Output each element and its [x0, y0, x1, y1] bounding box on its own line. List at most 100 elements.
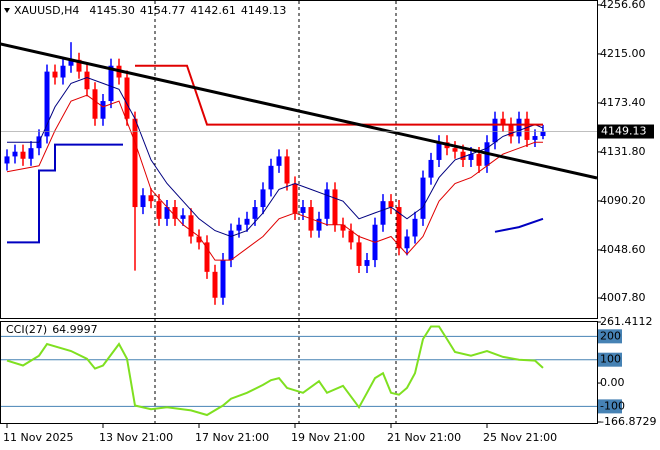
candle-body: [156, 201, 162, 219]
candle-body: [212, 271, 218, 298]
indicator-line: [0, 42, 598, 180]
candle-body: [68, 59, 74, 66]
indicator-line: [6, 94, 543, 261]
candle-body: [164, 207, 170, 219]
last-price-label: 4149.13: [601, 125, 647, 138]
candle-body: [260, 189, 266, 208]
y-tick-label: 4256.60: [600, 0, 646, 11]
candle-body: [228, 230, 234, 261]
y-tick-label: 0.00: [600, 376, 625, 389]
indicator-line: [7, 143, 123, 244]
candle-body: [364, 260, 370, 266]
candle-body: [276, 156, 282, 166]
x-tick-label: 21 Nov 21:00: [387, 431, 461, 444]
candle-body: [132, 118, 138, 208]
candle-body: [28, 148, 34, 159]
x-tick-label: 13 Nov 21:00: [99, 431, 173, 444]
candle-body: [324, 189, 330, 219]
candle-body: [244, 218, 250, 225]
x-tick-label: 11 Nov 2025: [3, 431, 73, 444]
candle-body: [236, 224, 242, 231]
candle-body: [316, 218, 322, 231]
candle-body: [180, 215, 186, 219]
level-label-bg: [598, 352, 622, 367]
y-tick-label: 4173.40: [600, 96, 646, 109]
last-price-bg: [598, 124, 654, 139]
price-panel: [0, 0, 598, 319]
symbol-icon: [4, 8, 10, 13]
low-label: 4142.61: [190, 4, 236, 17]
candle-body: [20, 151, 26, 159]
candle-body: [404, 236, 410, 249]
candle-body: [396, 207, 402, 249]
candle-body: [452, 148, 458, 152]
candle-body: [412, 218, 418, 237]
y-tick-label: 261.4112: [600, 315, 653, 328]
candle-body: [44, 71, 50, 137]
indicator-line: [7, 76, 544, 238]
open-label: 4145.30: [89, 4, 135, 17]
close-label: 4149.13: [241, 4, 287, 17]
candle-body: [332, 189, 338, 225]
candle-body: [508, 124, 514, 137]
candle-body: [420, 177, 426, 219]
candle-body: [268, 165, 274, 190]
candle-body: [84, 71, 90, 90]
cci-line: [6, 325, 544, 417]
x-tick-label: 25 Nov 21:00: [483, 431, 557, 444]
candle-body: [492, 118, 498, 143]
candle-body: [188, 215, 194, 237]
indicator-line: [135, 64, 543, 126]
candle-body: [284, 156, 290, 184]
candle-body: [124, 77, 130, 119]
y-tick-label: -166.8729: [600, 415, 656, 428]
candle-body: [140, 195, 146, 208]
y-tick-label: 4007.80: [600, 291, 646, 304]
candle-body: [340, 224, 346, 231]
candle-body: [220, 260, 226, 298]
high-label: 4154.77: [140, 4, 186, 17]
candle-body: [476, 154, 482, 166]
y-tick-label: 4215.00: [600, 47, 646, 60]
candle-body: [4, 156, 10, 164]
candle-body: [60, 65, 66, 78]
candle-body: [380, 201, 386, 225]
candle-body: [196, 236, 202, 243]
candle-body: [100, 101, 106, 119]
candle-body: [148, 195, 154, 202]
candle-body: [516, 118, 522, 137]
cci-header: CCI(27) 64.9997: [6, 323, 98, 336]
candle-body: [292, 183, 298, 213]
candle-body: [540, 131, 546, 137]
candle-body: [524, 118, 530, 140]
candle-body: [532, 136, 538, 140]
candle-body: [12, 151, 18, 157]
y-tick-label: 4090.20: [600, 194, 646, 207]
candle-body: [92, 89, 98, 119]
y-tick-label: 4131.80: [600, 145, 646, 158]
cci-name: CCI(27): [6, 323, 47, 336]
level-label-bg: [598, 399, 622, 414]
x-tick-label: 19 Nov 21:00: [291, 431, 365, 444]
candle-body: [172, 207, 178, 219]
candle-body: [460, 151, 466, 160]
y-tick-label: 4048.60: [600, 243, 646, 256]
candle-body: [468, 154, 474, 160]
header: XAUUSD,H4 4145.30 4154.77 4142.61 4149.13: [14, 4, 286, 17]
candle-body: [108, 65, 114, 102]
cci-value: 64.9997: [52, 323, 98, 336]
candle-body: [388, 201, 394, 208]
candle-body: [436, 142, 442, 160]
level-label-bg: [598, 329, 622, 344]
candle-body: [428, 159, 434, 178]
y-tick-label: -100: [600, 399, 625, 412]
candle-body: [204, 242, 210, 272]
indicator-line: [494, 217, 544, 233]
candle-body: [356, 242, 362, 266]
y-tick-label: 200: [600, 329, 621, 342]
candle-body: [500, 118, 506, 125]
candle-body: [52, 71, 58, 78]
candle-body: [252, 207, 258, 219]
x-tick-label: 17 Nov 21:00: [195, 431, 269, 444]
